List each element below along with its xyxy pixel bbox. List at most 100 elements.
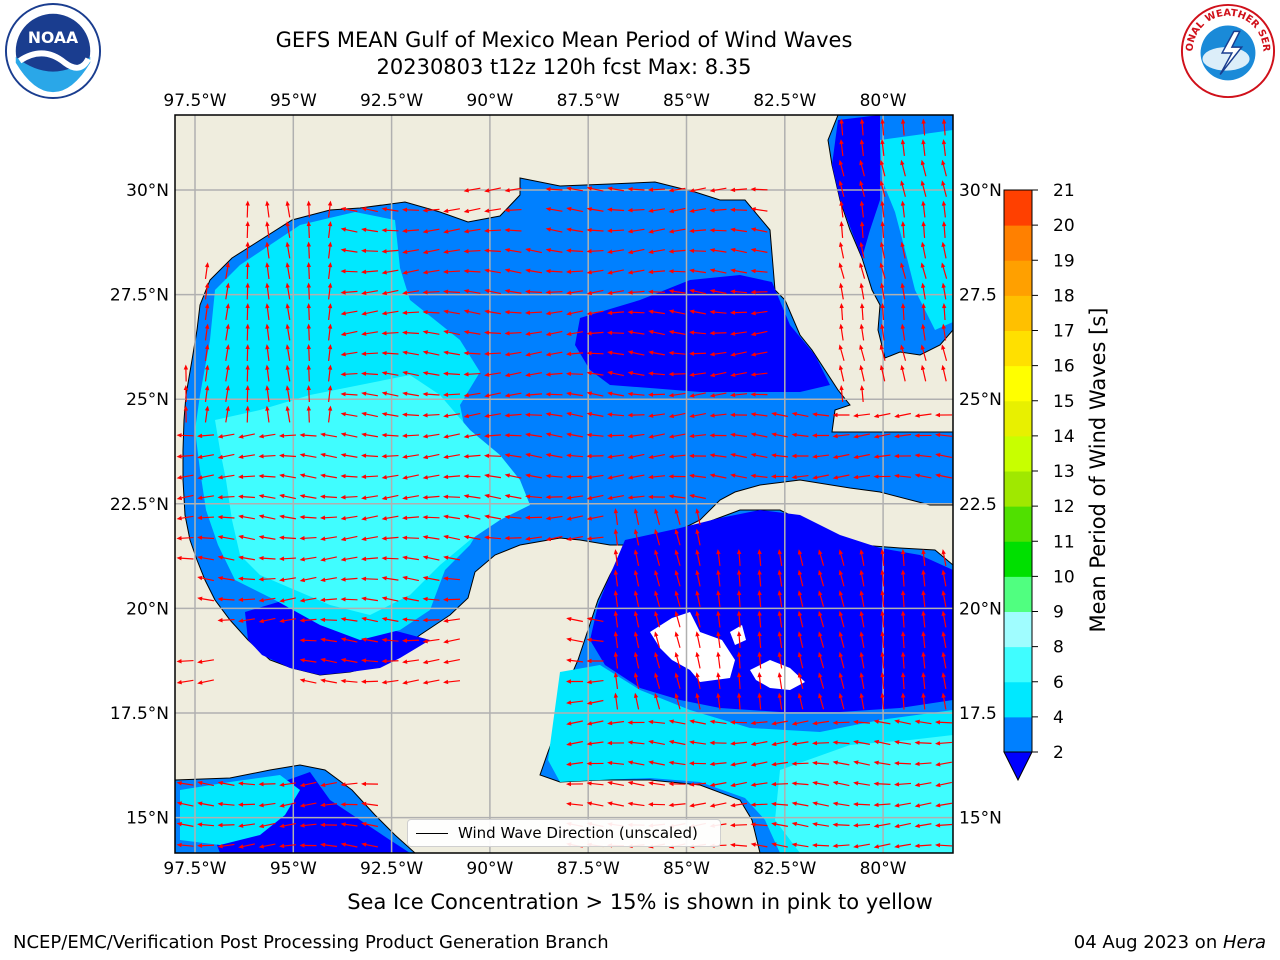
wind-wave-arrow-head: [279, 453, 285, 458]
wind-wave-arrow-head: [771, 411, 777, 417]
wind-wave-arrow-head: [757, 569, 762, 575]
nws-logo: NATIONAL WEATHER SERVICE: [1178, 2, 1276, 99]
wind-wave-arrow-head: [607, 780, 613, 786]
wind-wave-arrow-head: [880, 549, 885, 555]
colorbar-label: Mean Period of Wind Waves [s]: [1086, 307, 1110, 633]
wind-wave-arrow-head: [859, 385, 865, 391]
wind-wave-arrow-head: [566, 761, 572, 767]
wind-wave-arrow-head: [306, 385, 311, 391]
wind-wave-arrow-head: [900, 610, 906, 616]
wind-wave-arrow-head: [613, 569, 619, 575]
wind-wave-arrow-head: [668, 454, 674, 459]
lon-label-top: 92.5°W: [360, 91, 423, 111]
wind-wave-arrow-head: [716, 549, 721, 555]
wind-wave-arrow-head: [633, 692, 639, 699]
wind-wave-arrow-head: [654, 569, 659, 576]
wind-wave-arrow-head: [258, 454, 264, 459]
wind-wave-arrow-head: [791, 781, 797, 786]
wind-wave-arrow-head: [204, 344, 210, 350]
wind-wave-arrow-head: [381, 576, 387, 581]
wind-wave-arrow-head: [921, 323, 926, 329]
colorbar-tick-label: 8: [1053, 638, 1064, 658]
wind-wave-arrow-head: [381, 679, 387, 685]
wind-wave-arrow-head: [914, 453, 920, 458]
wind-wave-arrow-head: [402, 249, 408, 254]
wind-wave-arrow-head: [894, 823, 900, 829]
wind-wave-arrow-head: [320, 678, 326, 683]
wind-wave-arrow-head: [607, 391, 613, 396]
wind-wave-arrow-head: [402, 680, 408, 685]
wind-wave-arrow-head: [238, 555, 244, 560]
wind-wave-arrow-head: [176, 659, 182, 664]
wind-wave-arrow-head: [859, 139, 865, 145]
wind-wave-arrow-head: [674, 692, 679, 699]
wind-wave-arrow-head: [859, 159, 864, 166]
wind-wave-arrow-head: [258, 514, 265, 519]
wind-wave-arrow-head: [361, 637, 367, 642]
wind-wave-arrow-head: [648, 229, 654, 234]
wind-wave-arrow-head: [525, 268, 531, 273]
wind-wave-arrow-head: [838, 364, 844, 371]
wind-wave-arrow-head: [265, 323, 270, 329]
wind-wave-arrow-head: [422, 555, 429, 560]
wind-wave-arrow-head: [627, 740, 633, 745]
wind-wave-arrow-head: [197, 495, 203, 500]
wind-wave-arrow-head: [340, 536, 347, 542]
wind-wave-arrow-head: [245, 405, 250, 411]
wind-wave-arrow-head: [627, 270, 633, 275]
wind-wave-arrow-head: [422, 208, 428, 213]
wind-wave-arrow-head: [607, 249, 613, 254]
wind-wave-arrow-head: [607, 412, 613, 417]
colorbar-segment: [1004, 716, 1032, 753]
wind-wave-arrow-head: [894, 740, 900, 745]
wind-wave-arrow-head: [921, 672, 926, 678]
wind-wave-arrow-head: [736, 590, 742, 596]
wind-wave-arrow-head: [607, 330, 613, 336]
colorbar-tick-label: 15: [1053, 392, 1075, 412]
wind-wave-arrow-head: [853, 823, 859, 828]
wind-wave-arrow-head: [361, 411, 367, 417]
lat-label-left: 17.5°N: [110, 704, 169, 724]
wind-wave-arrow-head: [900, 180, 905, 186]
colorbar-segment: [1004, 646, 1032, 683]
wind-wave-arrow-head: [941, 241, 946, 248]
wind-wave-arrow-head: [853, 413, 859, 418]
wind-wave-arrow-head: [654, 610, 659, 617]
wind-wave-arrow-head: [853, 719, 859, 725]
wind-wave-arrow-head: [238, 844, 244, 849]
wind-wave-arrow-head: [484, 188, 490, 193]
wind-wave-arrow-head: [654, 692, 659, 699]
wind-wave-arrow-head: [668, 392, 674, 398]
wind-wave-arrow-head: [463, 393, 469, 398]
wind-wave-arrow-head: [176, 842, 182, 848]
wind-wave-arrow-head: [709, 351, 715, 357]
wind-wave-arrow-head: [941, 159, 946, 166]
wind-wave-arrow-head: [832, 843, 838, 849]
wind-wave-arrow-head: [730, 452, 736, 458]
wind-wave-arrow-head: [853, 760, 859, 765]
wind-wave-arrow-head: [921, 303, 926, 309]
wind-wave-arrow-head: [463, 413, 470, 419]
wind-wave-arrow-head: [880, 610, 885, 616]
wind-wave-arrow-head: [320, 657, 326, 663]
wind-wave-arrow-head: [484, 372, 490, 377]
wind-wave-arrow-head: [566, 432, 572, 437]
wind-wave-arrow-head: [900, 200, 906, 206]
lat-label-right: 30°N: [959, 181, 1002, 201]
wind-wave-arrow-head: [340, 802, 346, 807]
wind-wave-arrow-head: [299, 514, 305, 520]
wind-wave-arrow-head: [361, 331, 367, 336]
wind-wave-arrow-head: [648, 434, 654, 439]
wind-wave-arrow-head: [607, 740, 613, 746]
wind-wave-arrow-head: [265, 262, 270, 268]
wind-wave-arrow-head: [422, 638, 428, 644]
wind-wave-arrow-head: [340, 453, 346, 458]
wind-wave-arrow-head: [463, 494, 469, 499]
wind-wave-arrow-head: [797, 569, 803, 576]
lat-label-left: 22.5°N: [110, 495, 169, 515]
wind-wave-arrow-head: [340, 391, 346, 397]
wind-wave-arrow-head: [586, 412, 592, 417]
wind-wave-arrow-head: [361, 516, 367, 521]
wind-wave-arrow-head: [709, 719, 715, 725]
wind-wave-arrow-head: [709, 330, 715, 336]
